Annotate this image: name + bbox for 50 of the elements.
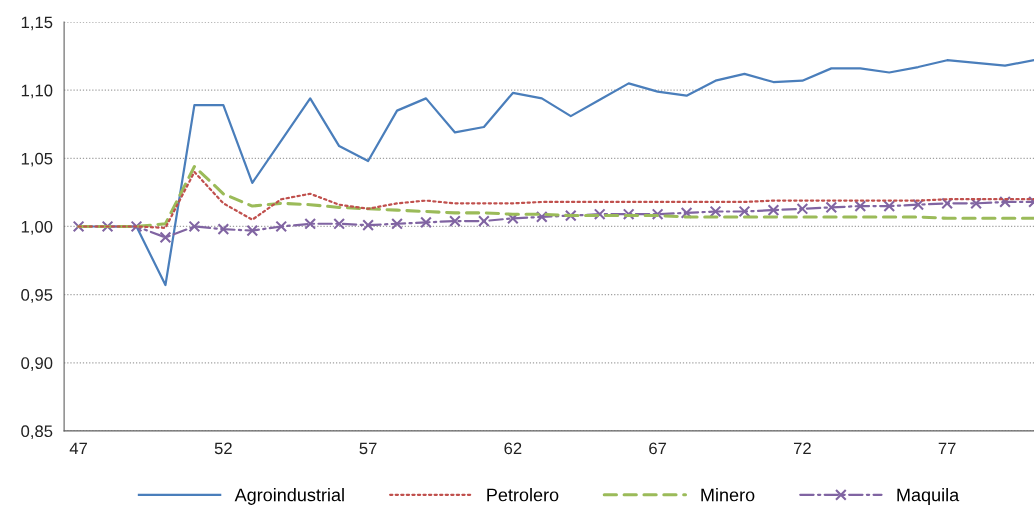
point — [101, 220, 114, 233]
point — [970, 197, 982, 210]
point — [420, 216, 432, 229]
point — [825, 201, 838, 214]
point — [999, 196, 1011, 208]
point — [333, 217, 346, 230]
legend-label: Agroindustrial — [234, 488, 344, 505]
point — [478, 215, 490, 227]
point — [275, 220, 288, 233]
x-tick-label: 72 — [793, 442, 811, 455]
y-tick-label: 1,10 — [21, 84, 53, 99]
point — [709, 205, 722, 218]
point — [304, 217, 317, 230]
point — [72, 220, 85, 233]
y-tick-label: 0,95 — [21, 289, 53, 303]
point — [651, 208, 664, 221]
x-tick-label: 67 — [649, 442, 667, 455]
legend-label: Minero — [701, 488, 755, 502]
y-tick-label: 1,05 — [21, 152, 53, 167]
y-tick-label: 0,90 — [21, 357, 53, 371]
point — [391, 217, 403, 230]
legend-label: Petrolero — [487, 488, 559, 502]
point — [593, 208, 606, 221]
x-tick-label: 47 — [69, 442, 88, 455]
point — [680, 206, 693, 219]
point — [622, 208, 635, 221]
y-tick-label: 0,85 — [21, 425, 53, 440]
x-tick-label: 57 — [359, 442, 377, 455]
y-tick-label: 1,00 — [21, 220, 53, 235]
point — [362, 219, 375, 232]
point — [912, 198, 925, 211]
legend-label: Maquila — [897, 488, 960, 505]
point — [246, 224, 259, 237]
x-tick-label: 77 — [938, 442, 956, 455]
point — [564, 209, 577, 222]
point — [188, 220, 201, 233]
point — [130, 220, 143, 233]
point — [941, 197, 954, 210]
point — [883, 200, 896, 212]
point — [449, 215, 461, 227]
point — [796, 202, 809, 215]
x-tick-label: 62 — [504, 442, 522, 455]
point — [535, 211, 548, 223]
point — [159, 231, 172, 244]
x-tick-label: 52 — [214, 442, 232, 455]
point — [738, 205, 751, 218]
y-tick-label: 1,15 — [21, 16, 53, 31]
point — [767, 204, 780, 217]
point — [854, 200, 867, 212]
point — [217, 223, 230, 236]
